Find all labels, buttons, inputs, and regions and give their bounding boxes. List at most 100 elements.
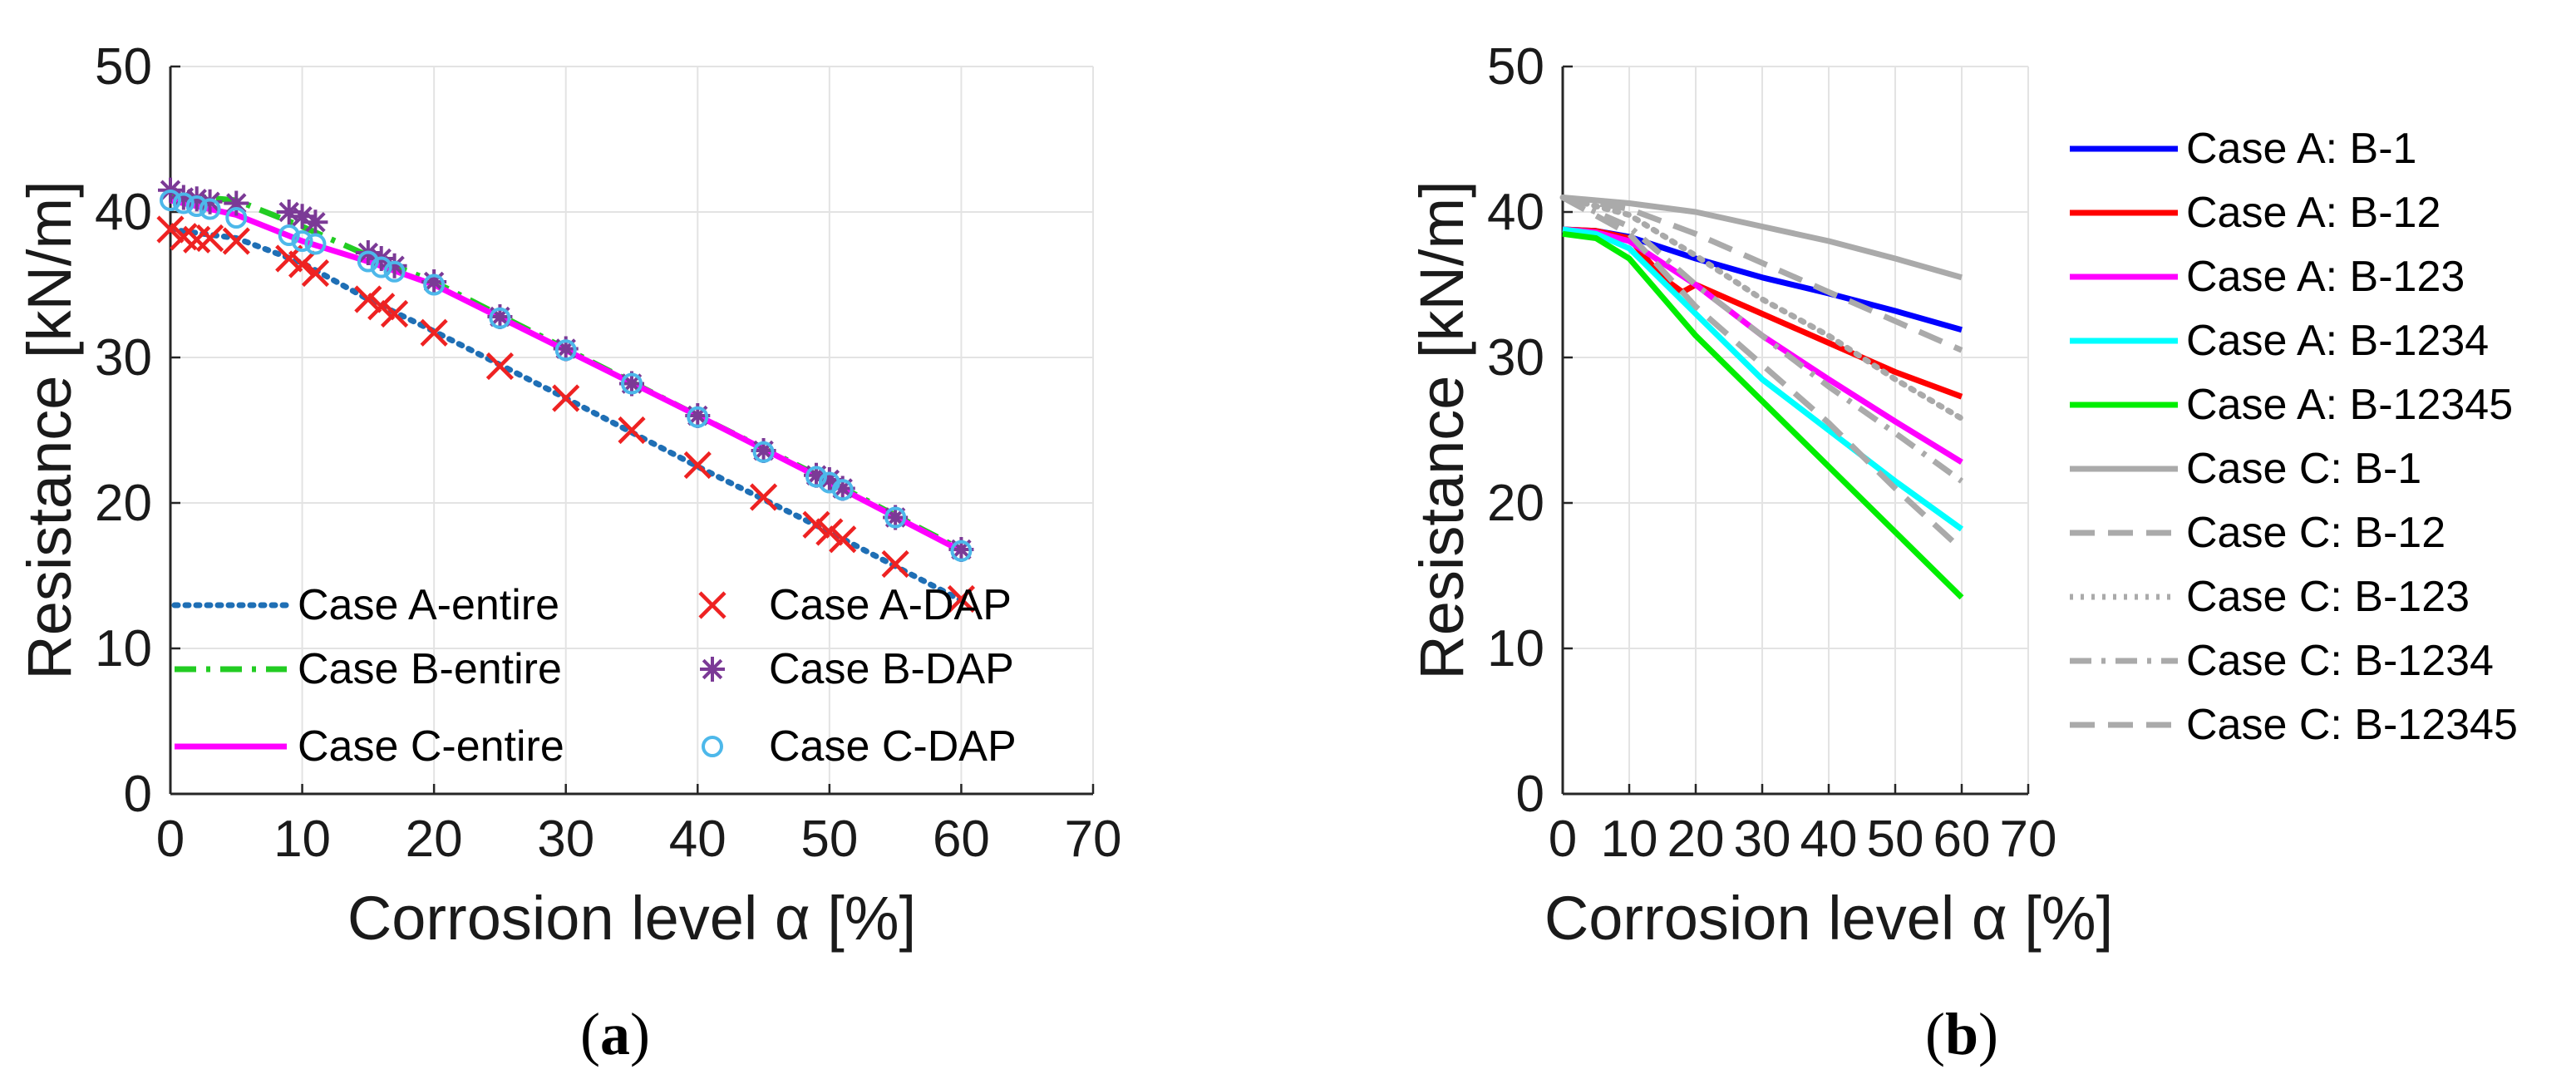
data-point	[184, 186, 209, 212]
data-point	[554, 339, 577, 362]
data-point	[950, 540, 973, 562]
data-point	[881, 549, 909, 579]
data-point	[489, 307, 511, 329]
x-tick-label: 20	[406, 811, 463, 868]
data-point	[485, 352, 515, 381]
data-point	[553, 336, 579, 362]
legend-label: Case A: B-1234	[2186, 317, 2489, 365]
data-point	[423, 273, 446, 296]
legend-label: Case A: B-1	[2186, 125, 2416, 173]
data-point	[831, 479, 854, 501]
data-point	[224, 190, 249, 216]
x-tick-label: 60	[1933, 811, 1991, 868]
legend-label: Case C: B-1234	[2186, 637, 2494, 685]
x-tick-label: 70	[2000, 811, 2057, 868]
data-point	[420, 318, 448, 347]
legend-label: Case C: B-12345	[2186, 701, 2518, 749]
x-tick-label: 40	[1800, 811, 1858, 868]
series-line	[1562, 195, 1963, 281]
data-point	[947, 584, 976, 613]
y-tick-label: 50	[1487, 38, 1544, 96]
legend-label: Case A-DAP	[769, 581, 1012, 629]
data-point	[830, 476, 855, 501]
x-tick-label: 30	[537, 811, 594, 868]
x-tick-label: 0	[156, 811, 185, 868]
series-line	[1562, 226, 1964, 532]
data-point	[304, 233, 327, 255]
data-point	[805, 466, 827, 488]
data-point	[829, 525, 857, 554]
legend-b: Case A: B-1 Case A: B-12 Case A: B-123 Case…	[2070, 125, 2518, 749]
data-point	[289, 204, 315, 229]
legend-label: Case A: B-12345	[2186, 381, 2513, 429]
y-tick-label: 40	[1487, 184, 1544, 241]
data-point	[380, 299, 409, 328]
legend-label: Case A-entire	[298, 581, 559, 629]
data-point	[301, 259, 330, 288]
legend-label: Case C: B-1	[2186, 445, 2421, 493]
x-tick-label: 0	[1549, 811, 1577, 868]
series-line	[1562, 230, 1964, 600]
data-point	[172, 192, 195, 214]
legend-label: Case C-entire	[298, 722, 564, 771]
subfigure-caption: (a)	[580, 1001, 650, 1067]
data-point	[367, 293, 396, 321]
data-point	[222, 227, 250, 255]
y-tick-label: 20	[1487, 475, 1544, 532]
data-point	[884, 506, 907, 529]
data-point	[751, 438, 776, 463]
data-point	[621, 372, 643, 395]
y-tick-label: 10	[95, 620, 152, 678]
data-point	[195, 224, 224, 253]
x-tick-label: 50	[1867, 811, 1924, 868]
x-axis-label: Corrosion level α [%]	[347, 884, 916, 953]
data-point	[683, 451, 712, 480]
data-point	[291, 230, 313, 252]
data-point	[156, 215, 185, 244]
x-axis-label: Corrosion level α [%]	[1544, 884, 2113, 953]
data-point	[618, 416, 646, 445]
data-point	[199, 198, 221, 220]
legend-label: Case A: B-123	[2186, 253, 2465, 301]
data-point	[883, 505, 909, 530]
legend-label: Case C-DAP	[769, 722, 1017, 771]
data-point	[354, 285, 382, 313]
legend-swatch	[700, 657, 725, 682]
data-point	[804, 462, 829, 488]
data-point	[687, 406, 709, 428]
data-point	[185, 195, 208, 217]
data-point	[383, 260, 406, 283]
data-point	[160, 190, 181, 211]
legend-label: Case C: B-123	[2186, 573, 2470, 621]
data-point	[382, 253, 407, 278]
chart-panel-a: 0 10 20 30 40 50 60 70 0 10 20 30 40 50 Corrosion leve…	[15, 38, 1121, 1067]
x-tick-label: 10	[273, 811, 331, 868]
data-point	[815, 518, 844, 546]
data-point	[276, 200, 302, 224]
legend-label: Case A: B-12	[2186, 189, 2441, 237]
data-point	[170, 185, 196, 210]
y-tick-label: 20	[95, 475, 152, 532]
y-tick-label: 30	[95, 329, 152, 387]
y-tick-label: 0	[1516, 766, 1544, 823]
x-tick-label: 60	[933, 811, 990, 868]
x-tick-label: 40	[669, 811, 727, 868]
data-point	[749, 483, 778, 511]
x-tick-label: 50	[800, 811, 858, 868]
data-point	[197, 189, 223, 214]
series-line	[1559, 195, 1965, 421]
y-tick-label: 50	[95, 38, 152, 96]
data-point	[278, 224, 300, 246]
data-point	[802, 510, 830, 539]
x-tick-label: 70	[1065, 811, 1122, 868]
legend-label: Case C: B-12	[2186, 509, 2445, 557]
data-point	[685, 403, 711, 428]
data-point	[752, 441, 775, 463]
y-axis-label: Resistance [kN/m]	[15, 180, 84, 679]
data-point	[421, 269, 447, 294]
data-point	[619, 371, 644, 397]
data-point	[370, 256, 392, 278]
legend-label: Case B-DAP	[769, 645, 1014, 693]
